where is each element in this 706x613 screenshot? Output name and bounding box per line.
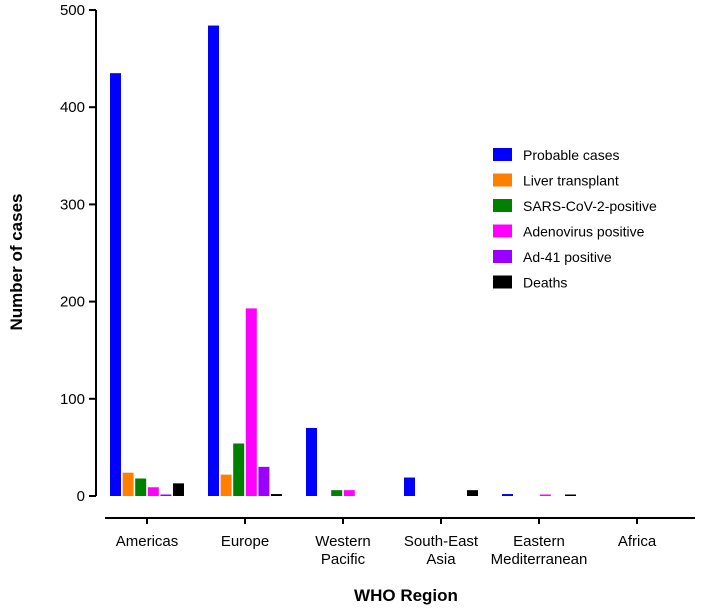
- legend-label: Ad-41 positive: [523, 249, 612, 265]
- x-tick-label-line: Pacific: [321, 551, 366, 568]
- x-tick-label-line: Western: [315, 533, 371, 550]
- bars: [110, 25, 576, 497]
- y-tick-label: 300: [60, 196, 85, 213]
- x-tick-label-line: Europe: [221, 533, 269, 550]
- x-axis-title: WHO Region: [354, 586, 458, 605]
- legend-label: Probable cases: [523, 147, 620, 163]
- x-tick-label-line: Eastern: [513, 533, 565, 550]
- x-tick-label: South-East Asia: [404, 533, 479, 568]
- bar-probable-cases-0: [110, 73, 121, 497]
- legend-swatch: [493, 224, 512, 238]
- y-tick-label: 500: [60, 2, 85, 19]
- x-tick-label: Americas: [116, 533, 179, 550]
- y-tick-label: 0: [77, 488, 85, 505]
- x-tick-label: Europe: [221, 533, 269, 550]
- y-tick-label: 200: [60, 294, 85, 311]
- bar-probable-cases-3: [404, 477, 415, 496]
- bar-deaths-3: [467, 490, 478, 496]
- bar-deaths-0: [173, 483, 184, 496]
- x-axis: Americas Europe Western Pacific South-East As…: [105, 517, 695, 568]
- bar-adenovirus-positive-1: [245, 308, 257, 496]
- x-tick-label-line: Asia: [426, 551, 456, 568]
- y-axis-title: Number of cases: [7, 194, 26, 331]
- bar-probable-cases-2: [306, 427, 317, 496]
- bar-sars-cov-2-positive-2: [331, 490, 343, 496]
- x-tick-label: Eastern Mediterranean: [491, 533, 588, 568]
- x-tick-label-line: Mediterranean: [491, 551, 588, 568]
- legend-label: Adenovirus positive: [523, 224, 645, 240]
- x-tick-label: Western Pacific: [315, 533, 371, 568]
- y-tick-label: 100: [60, 391, 85, 408]
- legend-swatch: [493, 275, 512, 289]
- x-tick-label-line: Africa: [618, 533, 657, 550]
- bar-liver-transplant-0: [122, 472, 134, 496]
- legend-swatch: [493, 148, 512, 161]
- bar-ad-41-positive-0: [160, 494, 172, 496]
- bar-probable-cases-4: [502, 494, 513, 496]
- legend-swatch: [493, 173, 512, 187]
- legend: Probable cases Liver transplant SARS-CoV-2…: [493, 147, 657, 291]
- bar-sars-cov-2-positive-1: [233, 443, 245, 496]
- bar-deaths-4: [565, 494, 576, 496]
- bar-liver-transplant-1: [220, 474, 232, 496]
- legend-label: Deaths: [523, 275, 567, 291]
- legend-swatch: [493, 250, 512, 263]
- bar-ad-41-positive-1: [258, 466, 270, 496]
- bar-adenovirus-positive-4: [539, 494, 551, 496]
- x-tick-label-line: South-East: [404, 533, 479, 550]
- x-tick-label-line: Americas: [116, 533, 179, 550]
- legend-label: Liver transplant: [523, 173, 619, 189]
- bar-adenovirus-positive-2: [343, 490, 355, 496]
- legend-label: SARS-CoV-2-positive: [523, 198, 657, 214]
- bar-deaths-1: [271, 494, 282, 496]
- y-axis: 0 100 200 300 400 500: [60, 2, 97, 505]
- bar-sars-cov-2-positive-0: [135, 478, 147, 496]
- bar-probable-cases-1: [208, 25, 219, 496]
- x-tick-label: Africa: [618, 533, 657, 550]
- y-tick-label: 400: [60, 99, 85, 116]
- bar-adenovirus-positive-0: [147, 487, 159, 496]
- legend-swatch: [493, 199, 512, 212]
